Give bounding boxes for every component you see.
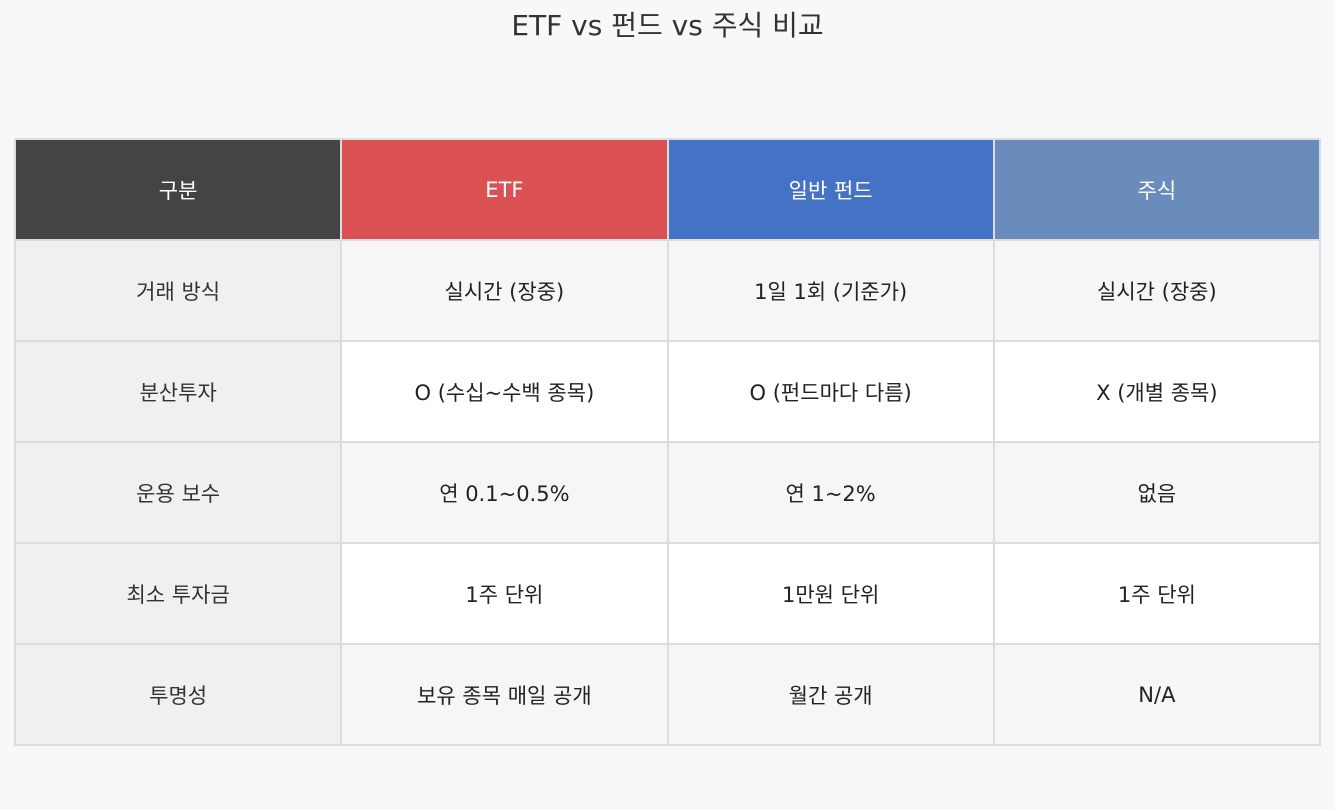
header-fund: 일반 펀드 <box>666 138 995 241</box>
cell-fund: 1만원 단위 <box>666 542 995 645</box>
chart-title: ETF vs 펀드 vs 주식 비교 <box>511 9 824 42</box>
cell-fund: 월간 공개 <box>666 643 995 746</box>
row-label: 분산투자 <box>13 340 343 443</box>
table-row: 분산투자 O (수십~수백 종목) O (펀드마다 다름) X (개별 종목) <box>13 340 1322 443</box>
cell-fund: 1일 1회 (기준가) <box>666 239 995 342</box>
row-label: 투명성 <box>13 643 343 746</box>
cell-etf: 실시간 (장중) <box>340 239 669 342</box>
cell-etf: 보유 종목 매일 공개 <box>340 643 669 746</box>
row-label: 최소 투자금 <box>13 542 343 645</box>
table-row: 거래 방식 실시간 (장중) 1일 1회 (기준가) 실시간 (장중) <box>13 239 1322 342</box>
cell-stock: N/A <box>992 643 1322 746</box>
cell-stock: 없음 <box>992 441 1322 544</box>
header-stock: 주식 <box>992 138 1322 241</box>
cell-stock: 실시간 (장중) <box>992 239 1322 342</box>
header-category: 구분 <box>13 138 343 241</box>
header-etf: ETF <box>340 138 669 241</box>
cell-fund: 연 1~2% <box>666 441 995 544</box>
cell-etf: 1주 단위 <box>340 542 669 645</box>
cell-stock: 1주 단위 <box>992 542 1322 645</box>
row-label: 거래 방식 <box>13 239 343 342</box>
cell-stock: X (개별 종목) <box>992 340 1322 443</box>
table-row: 운용 보수 연 0.1~0.5% 연 1~2% 없음 <box>13 441 1322 544</box>
table-row: 투명성 보유 종목 매일 공개 월간 공개 N/A <box>13 643 1322 746</box>
cell-fund: O (펀드마다 다름) <box>666 340 995 443</box>
comparison-table: 구분 ETF 일반 펀드 주식 거래 방식 실시간 (장중) 1일 1회 (기준… <box>13 138 1322 746</box>
cell-etf: O (수십~수백 종목) <box>340 340 669 443</box>
row-label: 운용 보수 <box>13 441 343 544</box>
cell-etf: 연 0.1~0.5% <box>340 441 669 544</box>
table-row: 최소 투자금 1주 단위 1만원 단위 1주 단위 <box>13 542 1322 645</box>
table-header-row: 구분 ETF 일반 펀드 주식 <box>13 138 1322 241</box>
